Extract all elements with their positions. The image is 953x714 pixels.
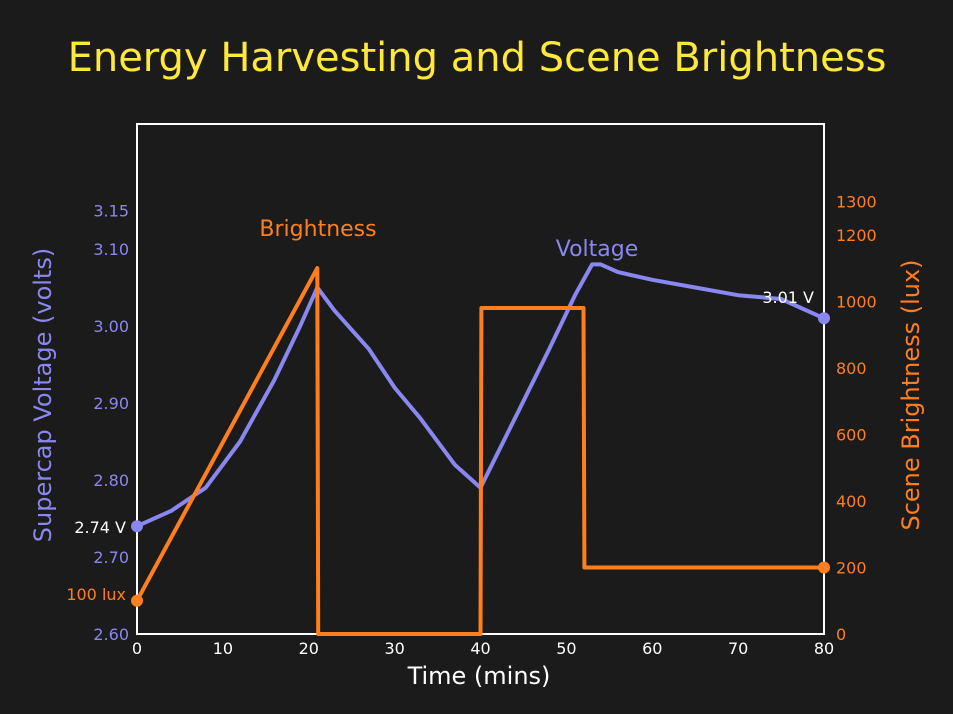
x-tick-label: 10 xyxy=(213,639,233,658)
right-tick-label: 0 xyxy=(836,625,846,644)
brightness-start-marker xyxy=(131,594,143,607)
left-tick-label: 2.70 xyxy=(93,548,129,567)
brightness-end-marker xyxy=(818,561,830,574)
x-tick-label: 50 xyxy=(556,639,576,658)
brightness-start-annotation: 100 lux xyxy=(66,585,126,604)
series-layer xyxy=(135,262,826,636)
x-tick-label: 40 xyxy=(470,639,490,658)
left-tick-label: 3.00 xyxy=(93,317,129,336)
left-tick-label: 3.15 xyxy=(93,202,129,221)
brightness-series-line xyxy=(135,266,826,636)
x-tick-label: 70 xyxy=(728,639,748,658)
right-tick-label: 400 xyxy=(836,492,867,511)
voltage-end-annotation: 3.01 V xyxy=(762,288,814,307)
x-tick-label: 30 xyxy=(384,639,404,658)
left-tick-label: 2.60 xyxy=(93,625,129,644)
voltage-start-annotation: 2.74 V xyxy=(74,518,126,537)
brightness-series-label: Brightness xyxy=(259,217,376,242)
right-tick-label: 1200 xyxy=(836,226,877,245)
left-axis-label: Supercap Voltage (volts) xyxy=(29,248,57,542)
left-tick-label: 2.90 xyxy=(93,394,129,413)
x-axis-ticks: 0 10 20 30 40 50 60 70 80 xyxy=(132,639,834,658)
voltage-start-marker xyxy=(131,520,143,533)
x-tick-label: 80 xyxy=(814,639,834,658)
right-tick-label: 1300 xyxy=(836,193,877,212)
x-tick-label: 20 xyxy=(299,639,319,658)
right-tick-label: 200 xyxy=(836,558,867,577)
left-axis-ticks: 2.60 2.70 2.80 2.90 3.00 3.10 3.15 xyxy=(93,202,129,645)
right-axis-ticks: 0 200 400 600 800 1000 1200 1300 xyxy=(836,193,877,644)
voltage-end-marker xyxy=(818,312,830,325)
left-tick-label: 3.10 xyxy=(93,240,129,259)
right-tick-label: 800 xyxy=(836,359,867,378)
voltage-series-label: Voltage xyxy=(556,237,639,262)
marker-layer xyxy=(131,312,830,607)
voltage-series-line xyxy=(135,262,826,529)
right-tick-label: 1000 xyxy=(836,292,877,311)
x-tick-label: 60 xyxy=(642,639,662,658)
x-axis-label: Time (mins) xyxy=(407,662,551,690)
x-tick-label: 0 xyxy=(132,639,142,658)
right-tick-label: 600 xyxy=(836,425,867,444)
chart-title: Energy Harvesting and Scene Brightness xyxy=(68,35,887,81)
left-tick-label: 2.80 xyxy=(93,471,129,490)
right-axis-label: Scene Brightness (lux) xyxy=(897,259,925,530)
